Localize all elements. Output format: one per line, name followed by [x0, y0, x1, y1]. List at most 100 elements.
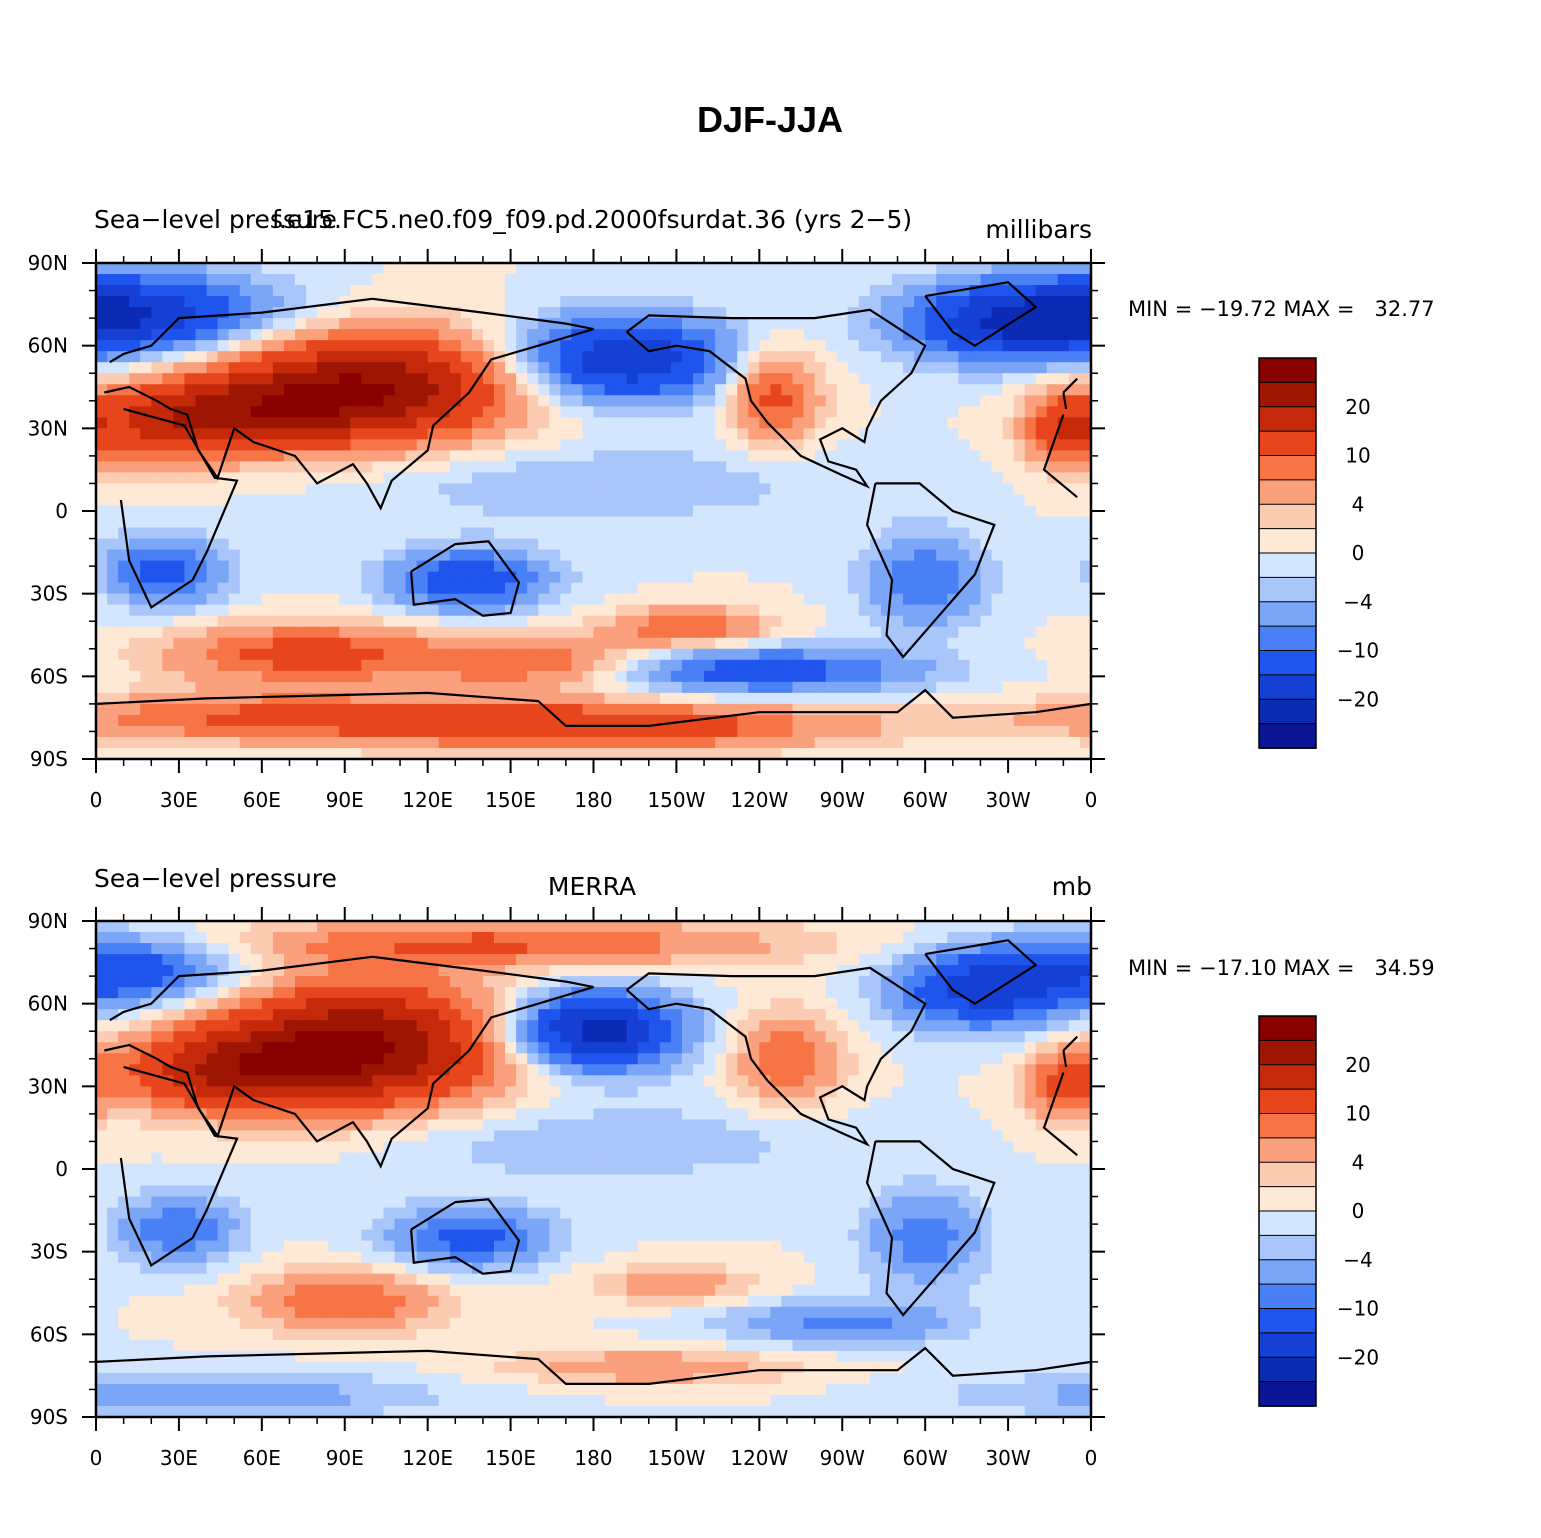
field-cell — [1024, 461, 1037, 474]
field-cell — [1013, 307, 1026, 319]
field-cell — [615, 263, 628, 275]
field-cell — [947, 571, 959, 584]
field-cell — [140, 747, 152, 760]
field-cell — [781, 549, 794, 562]
x-tick-label: 60E — [243, 788, 281, 812]
field-cell — [1068, 351, 1081, 363]
field-cell — [604, 670, 617, 683]
field-cell — [737, 318, 749, 330]
field-cell — [1013, 965, 1026, 977]
field-cell — [173, 296, 186, 308]
field-cell — [107, 1009, 119, 1021]
field-cell — [560, 307, 572, 319]
field-cell — [527, 428, 539, 440]
field-cell — [704, 560, 716, 573]
field-cell — [295, 560, 307, 573]
field-cell — [582, 932, 595, 944]
field-cell — [350, 571, 362, 584]
field-cell — [648, 604, 661, 617]
field-cell — [803, 998, 816, 1010]
field-cell — [494, 571, 506, 584]
field-cell — [781, 362, 794, 374]
field-cell — [670, 439, 683, 451]
field-cell — [1035, 505, 1048, 518]
field-cell — [283, 932, 296, 944]
field-cell — [505, 637, 517, 650]
field-cell — [96, 1009, 108, 1021]
x-tick-label: 0 — [1085, 788, 1098, 812]
field-cell — [781, 560, 794, 573]
field-cell — [880, 604, 893, 617]
field-cell — [958, 648, 970, 661]
field-cell — [604, 461, 617, 474]
field-cell — [1057, 505, 1070, 518]
field-cell — [571, 921, 584, 933]
field-cell — [140, 351, 152, 363]
field-cell — [1057, 921, 1070, 933]
field-cell — [582, 714, 595, 727]
field-cell — [173, 538, 186, 551]
field-cell — [715, 417, 727, 429]
field-cell — [328, 692, 340, 705]
field-cell — [471, 998, 484, 1010]
field-cell — [295, 538, 307, 551]
field-cell — [151, 1009, 163, 1021]
field-cell — [383, 384, 396, 396]
field-cell — [792, 954, 805, 966]
field-cell — [261, 604, 274, 617]
field-cell — [438, 571, 451, 584]
field-cell — [217, 351, 230, 363]
field-cell — [471, 417, 484, 429]
field-cell — [107, 538, 119, 551]
field-cell — [936, 943, 948, 955]
field-cell — [328, 263, 340, 275]
field-cell — [947, 747, 959, 760]
field-cell — [825, 725, 838, 738]
field-cell — [892, 362, 904, 374]
field-cell — [969, 604, 982, 617]
field-cell — [516, 921, 528, 933]
field-cell — [173, 560, 186, 573]
field-cell — [704, 714, 716, 727]
field-cell — [471, 987, 484, 999]
field-cell — [129, 483, 141, 496]
field-cell — [173, 943, 186, 955]
field-cell — [151, 461, 163, 474]
field-cell — [527, 516, 539, 529]
field-cell — [582, 461, 595, 474]
field-cell — [538, 384, 550, 396]
field-cell — [770, 987, 783, 999]
field-cell — [162, 439, 174, 451]
field-cell — [118, 670, 130, 683]
field-cell — [394, 725, 407, 738]
field-cell — [1013, 483, 1026, 496]
field-cell — [383, 461, 396, 474]
field-cell — [1035, 538, 1048, 551]
field-cell — [228, 384, 241, 396]
field-cell — [847, 296, 860, 308]
field-cell — [140, 637, 152, 650]
field-cell — [726, 329, 738, 341]
field-cell — [947, 351, 959, 363]
field-cell — [471, 274, 484, 286]
field-cell — [151, 560, 163, 573]
field-cell — [239, 593, 252, 606]
field-cell — [239, 670, 252, 683]
field-cell — [228, 965, 241, 977]
field-cell — [261, 692, 274, 705]
field-cell — [350, 593, 362, 606]
field-cell — [516, 549, 528, 562]
field-cell — [947, 954, 959, 966]
field-cell — [140, 307, 152, 319]
field-cell — [394, 450, 407, 462]
field-cell — [637, 307, 650, 319]
field-cell — [206, 472, 219, 485]
field-cell — [96, 571, 108, 584]
field-cell — [228, 461, 241, 474]
field-cell — [549, 648, 561, 661]
field-cell — [118, 428, 130, 440]
field-cell — [969, 976, 982, 988]
field-cell — [250, 395, 263, 407]
